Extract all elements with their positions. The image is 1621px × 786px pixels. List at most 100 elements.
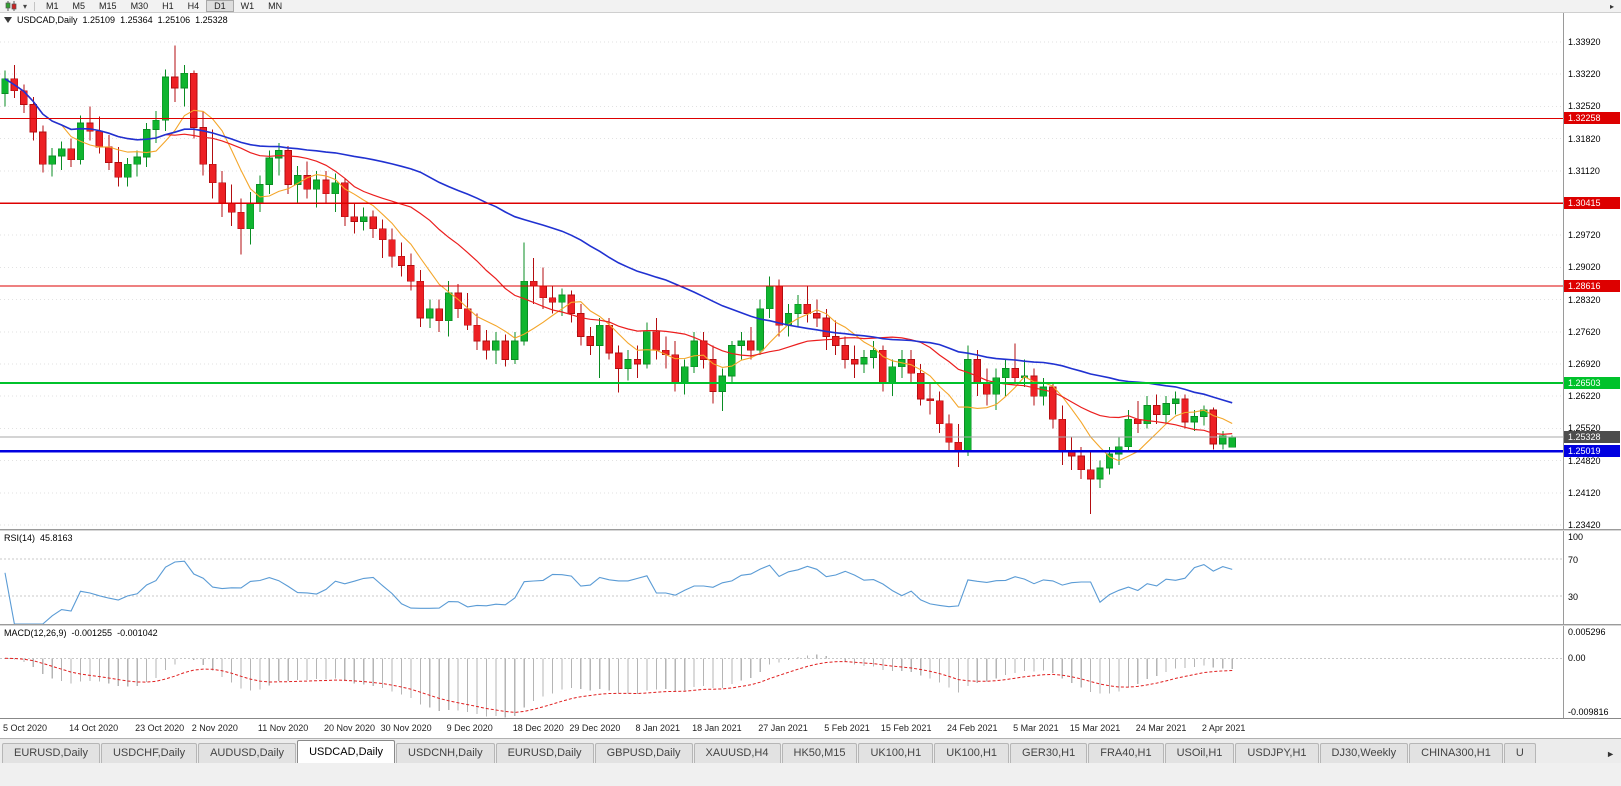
price-axis-tick-label: 1.27620 [1568,326,1601,337]
timeframe-button-mn[interactable]: MN [268,1,283,11]
tab-scroll-right-icon[interactable]: ► [1606,749,1615,759]
chart-tab[interactable]: USDCHF,Daily [100,743,198,763]
rsi-canvas[interactable] [0,531,1621,624]
chart-tab[interactable]: UK100,H1 [858,743,934,763]
chart-tab-bar: EURUSD,Daily USDCHF,Daily AUDUSD,Daily USDC… [0,738,1621,763]
price-axis-tick-label: 1.32520 [1568,101,1601,112]
date-axis-label: 18 Jan 2021 [692,723,742,733]
date-axis-label: 8 Jan 2021 [635,723,681,733]
price-chart-canvas[interactable] [0,13,1621,529]
timeframe-button-h1[interactable]: H1 [162,1,174,11]
date-axis-label: 23 Oct 2020 [135,723,185,733]
date-axis-label: 5 Oct 2020 [3,723,48,733]
macd-pane: MACD(12,26,9) -0.001255 -0.001042 0.0052… [0,626,1621,718]
price-axis-tick-label: 1.29020 [1568,262,1601,273]
price-axis-tick-label: 1.29720 [1568,230,1601,241]
date-axis-label: 30 Nov 2020 [380,723,432,733]
date-axis-label: 2 Apr 2021 [1201,723,1246,733]
chart-tab[interactable]: USDCNH,Daily [396,743,495,763]
price-axis-tick-label: 1.24820 [1568,455,1601,466]
price-axis-tick-label: 1.33920 [1568,36,1601,47]
timeframe-button-h4[interactable]: H4 [187,1,200,11]
chart-tab[interactable]: USOil,H1 [1164,743,1235,763]
status-strip [0,763,1621,786]
hline-price-tag[interactable]: 1.26503 [1564,377,1620,390]
quote-close: 1.25328 [195,15,228,25]
chart-tab[interactable]: USDCAD,Daily [297,740,396,763]
macd-name: MACD(12,26,9) [4,628,67,638]
toolbar-separator [34,1,36,11]
price-axis-tick-label: 1.31120 [1568,165,1600,176]
chart-type-dropdown-icon[interactable]: ▾ [23,1,28,11]
timeframe-button-m5[interactable]: M5 [72,1,86,11]
timeframe-button-m15[interactable]: M15 [99,1,117,11]
chart-tab[interactable]: U [1503,743,1536,763]
chart-tab[interactable]: DJ30,Weekly [1319,743,1409,763]
macd-axis-label: 0.005296 [1568,627,1606,637]
chart-tab[interactable]: UK100,H1 [934,743,1010,763]
chart-tab[interactable]: GBPUSD,Daily [594,743,693,763]
chart-quote-label: USDCAD,Daily 1.25109 1.25364 1.25106 1.2… [4,15,228,25]
pane-divider[interactable] [0,529,1621,531]
rsi-label: RSI(14) 45.8163 [4,533,73,543]
date-axis-label: 20 Nov 2020 [323,723,375,733]
price-axis-tick-label: 1.25520 [1568,423,1601,434]
macd-signal-value: -0.001042 [117,628,158,638]
date-axis-label: 14 Oct 2020 [69,723,119,733]
date-axis-label: 27 Jan 2021 [758,723,808,733]
price-axis-tick-label: 1.28320 [1568,294,1601,305]
date-axis-label: 18 Dec 2020 [512,723,564,733]
date-axis-label: 15 Mar 2021 [1069,723,1121,733]
hline-price-tag[interactable]: 1.30415 [1564,197,1620,210]
price-axis-tick-label: 1.24120 [1568,487,1601,498]
price-axis-tick-label: 1.26920 [1568,358,1601,369]
one-click-trading-toggle-icon[interactable] [4,17,12,23]
symbol-label: USDCAD,Daily [17,15,78,25]
chart-tab[interactable]: AUDUSD,Daily [198,743,297,763]
pane-divider[interactable] [0,624,1621,626]
timeframe-group: M1 M5 M15 M30 H1 H4 D1 W1 MN [39,0,289,12]
toolbar-overflow-icon[interactable]: ▸ [1609,1,1614,11]
macd-axis-separator [1563,626,1564,718]
chart-tab[interactable]: XAUUSD,H4 [693,743,781,763]
date-axis[interactable]: 5 Oct 2020 14 Oct 2020 23 Oct 2020 2 Nov 20… [0,718,1621,738]
hline-price-tag[interactable]: 1.28616 [1564,279,1620,292]
chart-tab[interactable]: FRA40,H1 [1088,743,1164,763]
hline-price-tag[interactable]: 1.32258 [1564,112,1620,125]
quote-high: 1.25364 [120,15,153,25]
quote-open: 1.25109 [82,15,116,25]
timeframe-button-d1[interactable]: D1 [206,0,234,12]
rsi-axis-separator [1563,531,1564,624]
quote-low: 1.25106 [157,15,191,25]
chart-tab[interactable]: USDJPY,H1 [1235,743,1319,763]
price-axis-tick-label: 1.26220 [1568,391,1601,402]
chart-tab[interactable]: EURUSD,Daily [495,743,594,763]
chart-tab[interactable]: CHINA300,H1 [1409,743,1503,763]
date-axis-label: 2 Nov 2020 [191,723,238,733]
timeframe-button-w1[interactable]: W1 [240,1,255,11]
price-axis-separator [1563,13,1564,529]
rsi-axis-label: 30 [1568,592,1579,603]
rsi-axis-label: 100 [1568,532,1584,542]
chart-tab[interactable]: HK50,M15 [781,743,858,763]
main-chart-pane: USDCAD,Daily 1.25109 1.25364 1.25106 1.2… [0,13,1621,529]
timeframe-button-m30[interactable]: M30 [130,1,149,11]
date-axis-label: 29 Dec 2020 [569,723,621,733]
rsi-axis-label: 70 [1568,554,1579,565]
date-axis-label: 5 Mar 2021 [1013,723,1059,733]
date-axis-label: 15 Feb 2021 [880,723,932,733]
chart-tab[interactable]: EURUSD,Daily [2,743,100,763]
candlestick-chart-icon[interactable] [5,1,18,11]
chart-tab[interactable]: GER30,H1 [1010,743,1088,763]
macd-main-value: -0.001255 [71,628,113,638]
date-axis-label: 11 Nov 2020 [257,723,309,733]
timeframe-button-m1[interactable]: M1 [46,1,59,11]
price-axis-tick-label: 1.33220 [1568,69,1601,80]
macd-axis-label: 0.00 [1568,653,1586,664]
date-axis-label: 9 Dec 2020 [446,723,493,733]
rsi-value: 45.8163 [40,533,73,543]
macd-label: MACD(12,26,9) -0.001255 -0.001042 [4,628,158,638]
macd-canvas[interactable] [0,626,1621,718]
macd-axis-label: -0.009816 [1568,707,1609,717]
hline-price-tag[interactable]: 1.25019 [1564,445,1620,458]
